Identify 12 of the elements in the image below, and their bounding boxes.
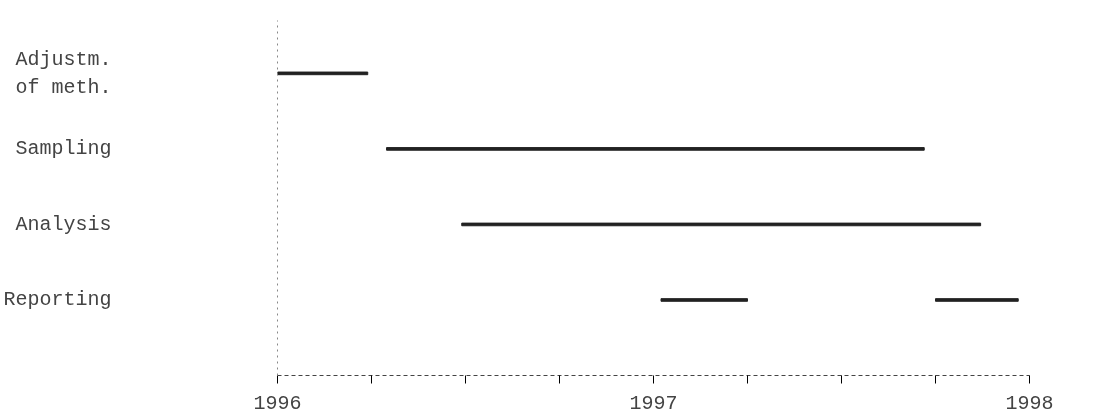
bar [935, 298, 1019, 302]
bar [386, 147, 925, 151]
y-tick-label: Reporting [3, 288, 112, 312]
x-tick-label: 1997 [629, 391, 678, 411]
y-tick-label: Adjustm. of meth. [15, 48, 112, 99]
y-tick-label: Analysis [15, 212, 112, 236]
bar [660, 298, 748, 302]
x-tick-label: 1998 [1005, 391, 1054, 411]
bar [461, 222, 982, 227]
x-tick-label: 1996 [253, 391, 302, 411]
bar [277, 71, 369, 76]
y-tick-label: Sampling [15, 137, 112, 161]
